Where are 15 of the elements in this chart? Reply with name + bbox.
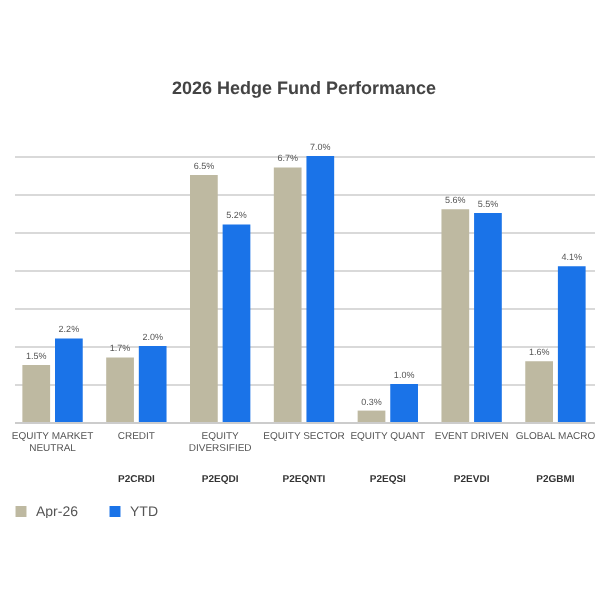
bar (306, 156, 335, 422)
bar (525, 361, 553, 422)
bar (222, 224, 251, 422)
bar (390, 384, 418, 422)
bar (357, 410, 386, 422)
bar (106, 357, 134, 422)
chart-title: 2026 Hedge Fund Performance (171, 78, 437, 98)
bar (474, 213, 502, 422)
bar (190, 175, 218, 422)
bar (441, 209, 470, 422)
bar (55, 338, 83, 422)
bar (273, 167, 302, 422)
bar (22, 365, 51, 422)
bar (138, 346, 167, 422)
bar (557, 266, 586, 422)
